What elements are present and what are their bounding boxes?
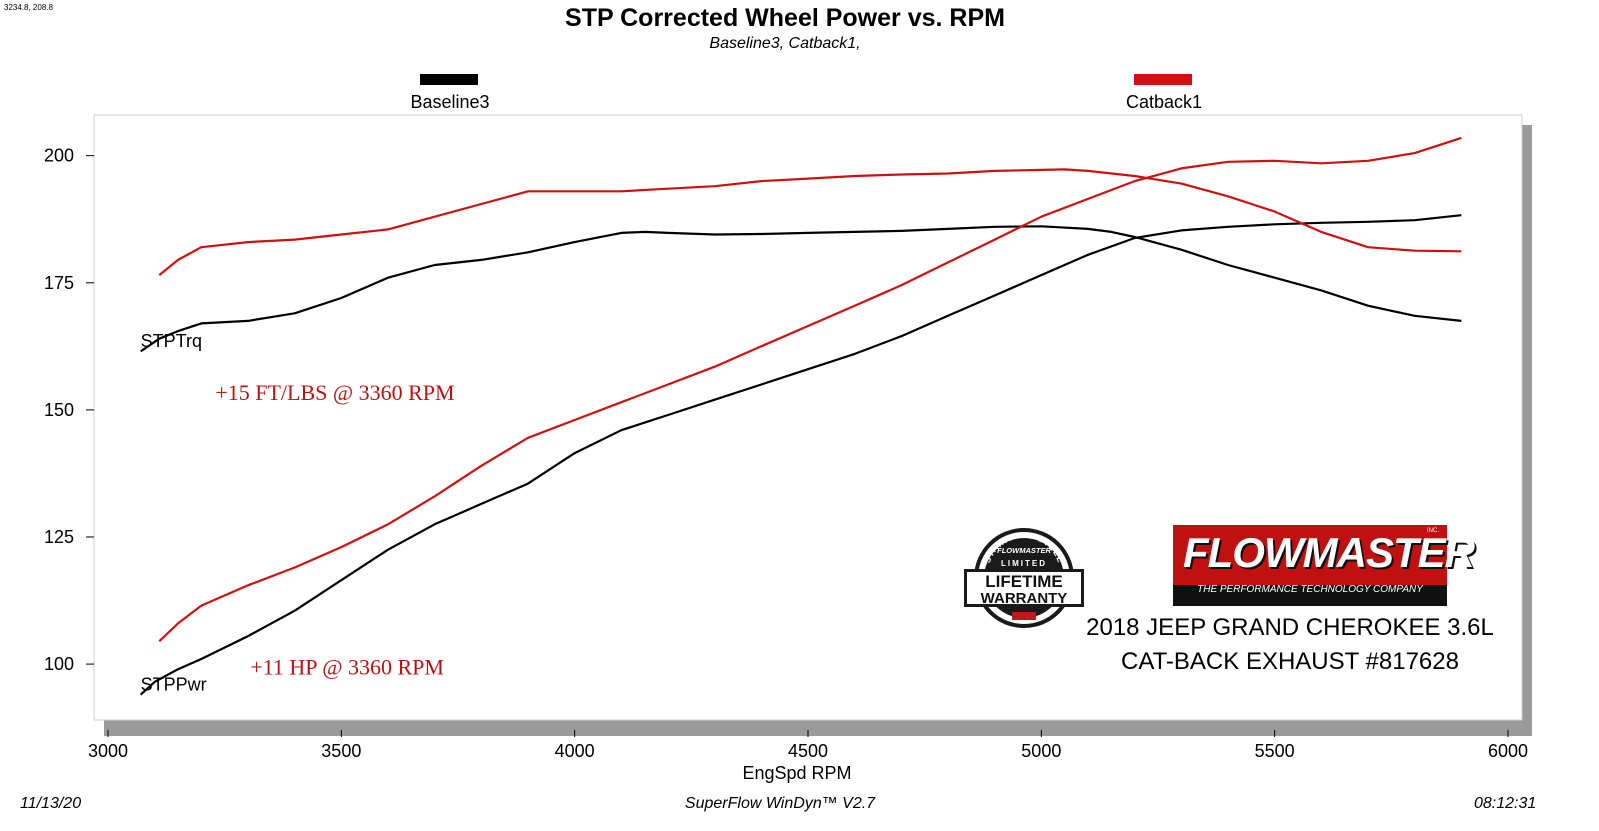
series-line-catback1-stppwr	[158, 136, 1462, 642]
legend-label-catback1: Catback1	[1125, 92, 1203, 112]
y-tick-label: 150	[44, 400, 74, 420]
warranty-badge: STAINLESS STEEL FLOWMASTER LIMITED LIFET…	[962, 526, 1086, 630]
axis-ticks: 3000 3500 4000 4500 5000 5500 6000 100 125 150 175…	[44, 146, 1528, 761]
chart-title: STP Corrected Wheel Power vs. RPM	[565, 4, 1005, 32]
curve-label-stptrq: STPTrq	[141, 331, 202, 351]
legend-swatch-catback1	[1134, 74, 1192, 85]
x-tick-label: 5500	[1255, 741, 1295, 761]
y-tick-label: 125	[44, 527, 74, 547]
badge-mid-text: LIMITED	[1001, 559, 1047, 568]
legend-swatch-baseline3	[420, 74, 478, 85]
footer-time: 08:12:31	[1474, 795, 1537, 812]
series-line-baseline3-stptrq	[140, 225, 1462, 353]
legend-label-baseline3: Baseline3	[410, 92, 490, 112]
chart-subtitle: Baseline3, Catback1,	[709, 35, 861, 52]
series-line-catback1-stptrq	[158, 168, 1462, 276]
vehicle-line-1: 2018 JEEP GRAND CHEROKEE 3.6L	[1086, 614, 1494, 641]
badge-line2-text: WARRANTY	[981, 590, 1068, 607]
coordinate-readout: 3234.8, 208.8	[4, 3, 53, 12]
logo-inc: INC.	[1427, 528, 1439, 534]
x-tick-label: 6000	[1488, 741, 1528, 761]
logo-tagline: THE PERFORMANCE TECHNOLOGY COMPANY	[1197, 584, 1423, 595]
curve-label-stppwr: STPPwr	[141, 674, 207, 694]
gain-annotation-1: +11 HP @ 3360 RPM	[250, 655, 444, 680]
y-tick-label: 100	[44, 654, 74, 674]
curve-labels: STPTrq STPPwr +15 FT/LBS @ 3360 RPM +11 HP …	[141, 331, 455, 694]
x-axis-label: EngSpd RPM	[742, 763, 851, 783]
logo-wordmark: FLOWMASTER	[1183, 529, 1475, 576]
vehicle-line-2: CAT-BACK EXHAUST #817628	[1121, 648, 1459, 675]
x-tick-label: 3000	[88, 741, 128, 761]
x-tick-label: 4000	[555, 741, 595, 761]
badge-brand-text: FLOWMASTER	[997, 546, 1051, 555]
x-tick-label: 4500	[788, 741, 828, 761]
series-line-baseline3-stppwr	[139, 214, 1462, 696]
plot-frame	[93, 114, 1532, 736]
logo-black-band	[1173, 585, 1447, 606]
x-tick-label: 3500	[321, 741, 361, 761]
badge-line1-text: LIFETIME	[985, 572, 1062, 591]
y-tick-label: 175	[44, 273, 74, 293]
gain-annotation-0: +15 FT/LBS @ 3360 RPM	[215, 380, 454, 405]
flowmaster-logo: FLOWMASTER INC. THE PERFORMANCE TECHNOLO…	[1173, 525, 1475, 606]
x-tick-label: 5000	[1021, 741, 1061, 761]
footer-date: 11/13/20	[20, 795, 82, 812]
series-layer	[139, 136, 1462, 696]
y-tick-label: 200	[44, 146, 74, 166]
footer-software: SuperFlow WinDyn™ V2.7	[684, 795, 876, 812]
